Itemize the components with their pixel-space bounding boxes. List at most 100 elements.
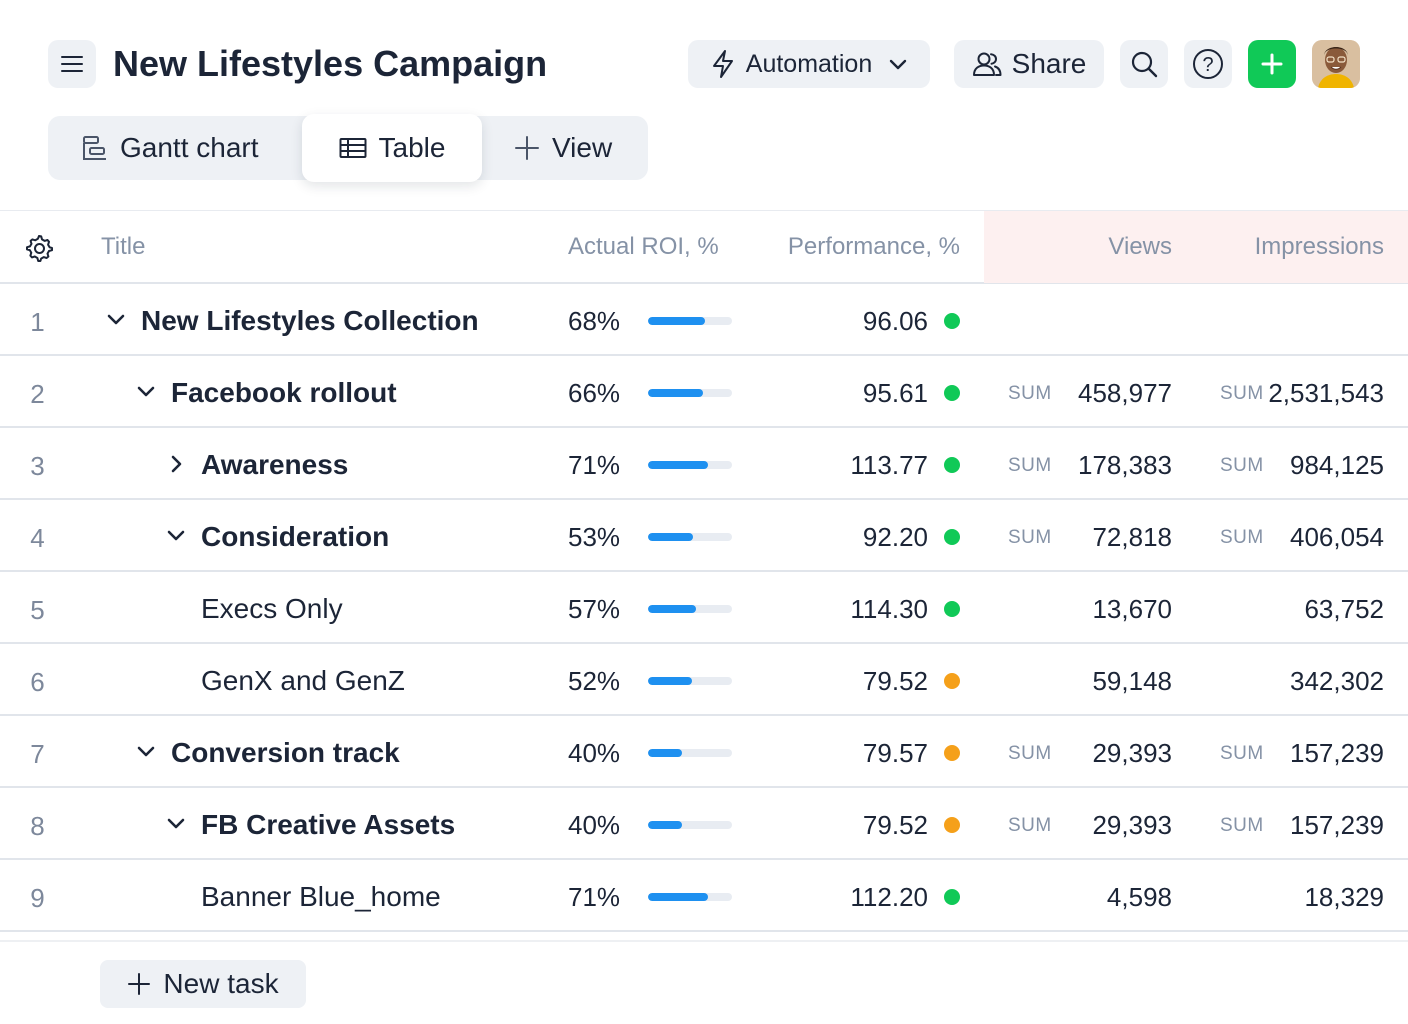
- chevron-down-icon[interactable]: [106, 310, 126, 330]
- search-button[interactable]: [1120, 40, 1168, 88]
- column-header-performance[interactable]: Performance, %: [787, 233, 960, 260]
- roi-progress-fill: [648, 533, 693, 541]
- performance-value: 92.20: [862, 522, 928, 552]
- plus-icon: [128, 973, 151, 995]
- task-title[interactable]: New Lifestyles Collection: [141, 305, 479, 336]
- status-dot: [944, 889, 960, 905]
- roi-progress-bar: [648, 677, 732, 685]
- table-row[interactable]: 2 Facebook rollout 66% 95.61 SUM 458,977 SUM 2,…: [0, 356, 1408, 428]
- table-row[interactable]: 3 Awareness 71% 113.77 SUM 178,383 SUM 984,125: [0, 428, 1408, 500]
- share-label: Share: [1011, 48, 1087, 79]
- table-row[interactable]: 1 New Lifestyles Collection 68% 96.06: [0, 284, 1408, 356]
- share-button[interactable]: Share: [954, 40, 1104, 88]
- task-title[interactable]: GenX and GenZ: [201, 665, 405, 696]
- task-title[interactable]: Awareness: [201, 449, 349, 480]
- table-header: Title Actual ROI, % Performance, % Views…: [0, 210, 1408, 284]
- row-number: 5: [30, 595, 45, 625]
- impressions-value: 406,054: [1290, 522, 1384, 552]
- impressions-value: 984,125: [1290, 450, 1384, 480]
- new-task-button[interactable]: New task: [100, 960, 306, 1008]
- table-row[interactable]: 9 Banner Blue_home 71% 112.20 4,598 18,329: [0, 860, 1408, 932]
- views-value: 72,818: [1092, 522, 1172, 552]
- roi-progress-bar: [648, 389, 732, 397]
- tab-table[interactable]: Table: [302, 114, 482, 182]
- add-view-button[interactable]: View: [514, 116, 612, 180]
- new-task-label: New task: [163, 968, 279, 999]
- table-footer-divider: [0, 940, 1408, 942]
- automation-label: Automation: [745, 49, 873, 78]
- roi-value: 40%: [568, 810, 621, 840]
- views-sum-label: SUM: [1008, 455, 1052, 476]
- performance-value: 79.52: [862, 666, 928, 696]
- roi-progress-fill: [648, 317, 706, 325]
- automation-button[interactable]: Automation: [688, 40, 930, 88]
- performance-value: 79.57: [862, 738, 928, 768]
- chevron-down-icon[interactable]: [136, 382, 156, 402]
- row-number: 6: [30, 667, 45, 697]
- table-row[interactable]: 4 Consideration 53% 92.20 SUM 72,818 SUM 406,05…: [0, 500, 1408, 572]
- column-header-impressions[interactable]: Impressions: [1254, 233, 1384, 260]
- impressions-sum-label: SUM: [1220, 383, 1264, 404]
- menu-button[interactable]: [48, 40, 96, 88]
- performance-value: 79.52: [862, 810, 928, 840]
- roi-progress-bar: [648, 893, 732, 901]
- roi-value: 68%: [568, 306, 621, 336]
- task-title[interactable]: Conversion track: [171, 737, 400, 768]
- views-sum-label: SUM: [1008, 743, 1052, 764]
- column-header-views[interactable]: Views: [1108, 233, 1172, 260]
- column-header-roi[interactable]: Actual ROI, %: [568, 233, 719, 260]
- roi-progress-fill: [648, 893, 708, 901]
- impressions-sum-label: SUM: [1220, 527, 1264, 548]
- task-title[interactable]: FB Creative Assets: [201, 809, 456, 840]
- gear-icon: [26, 235, 53, 262]
- table-row[interactable]: 8 FB Creative Assets 40% 79.52 SUM 29,393 SUM 1…: [0, 788, 1408, 860]
- impressions-value: 18,329: [1304, 882, 1384, 912]
- header: New Lifestyles Campaign Automation Share…: [0, 0, 1408, 210]
- tab-gantt-chart[interactable]: Gantt chart: [80, 116, 259, 180]
- task-title[interactable]: Banner Blue_home: [201, 881, 441, 912]
- task-title[interactable]: Facebook rollout: [171, 377, 397, 408]
- roi-progress-fill: [648, 389, 704, 397]
- row-number: 2: [30, 379, 45, 409]
- column-header-title[interactable]: Title: [101, 233, 146, 260]
- performance-value: 114.30: [850, 594, 928, 624]
- performance-value: 95.61: [862, 378, 928, 408]
- chevron-right-icon[interactable]: [166, 454, 186, 474]
- status-dot: [944, 457, 960, 473]
- task-title[interactable]: Consideration: [201, 521, 390, 552]
- search-icon: [1131, 51, 1158, 78]
- users-icon: [972, 52, 1002, 76]
- table-row[interactable]: 7 Conversion track 40% 79.57 SUM 29,393 SUM 157…: [0, 716, 1408, 788]
- roi-progress-bar: [648, 461, 732, 469]
- add-button[interactable]: [1248, 40, 1296, 88]
- status-dot: [944, 817, 960, 833]
- table-row[interactable]: 5 Execs Only 57% 114.30 13,670 63,752: [0, 572, 1408, 644]
- menu-icon: [61, 56, 83, 72]
- roi-value: 71%: [568, 450, 621, 480]
- lightning-icon: [712, 50, 733, 78]
- plus-icon: [1261, 53, 1283, 75]
- impressions-value: 157,239: [1290, 810, 1384, 840]
- performance-value: 96.06: [862, 306, 928, 336]
- views-sum-label: SUM: [1008, 383, 1052, 404]
- views-value: 29,393: [1092, 810, 1172, 840]
- table-icon: [339, 138, 367, 158]
- row-number: 3: [30, 451, 45, 481]
- avatar[interactable]: [1312, 40, 1360, 88]
- chevron-down-icon[interactable]: [166, 814, 186, 834]
- table-row[interactable]: 6 GenX and GenZ 52% 79.52 59,148 342,302: [0, 644, 1408, 716]
- help-button[interactable]: ?: [1184, 40, 1232, 88]
- help-glyph: ?: [1202, 54, 1213, 76]
- task-title[interactable]: Execs Only: [201, 593, 343, 624]
- chevron-down-icon: [890, 59, 907, 70]
- impressions-value: 342,302: [1290, 666, 1384, 696]
- chevron-down-icon[interactable]: [136, 742, 156, 762]
- roi-progress-fill: [648, 821, 682, 829]
- table-settings-button[interactable]: [24, 233, 54, 268]
- impressions-sum-label: SUM: [1220, 455, 1264, 476]
- impressions-sum-label: SUM: [1220, 743, 1264, 764]
- chevron-down-icon[interactable]: [166, 526, 186, 546]
- row-number: 9: [30, 883, 45, 913]
- impressions-value: 2,531,543: [1268, 378, 1384, 408]
- roi-value: 57%: [568, 594, 621, 624]
